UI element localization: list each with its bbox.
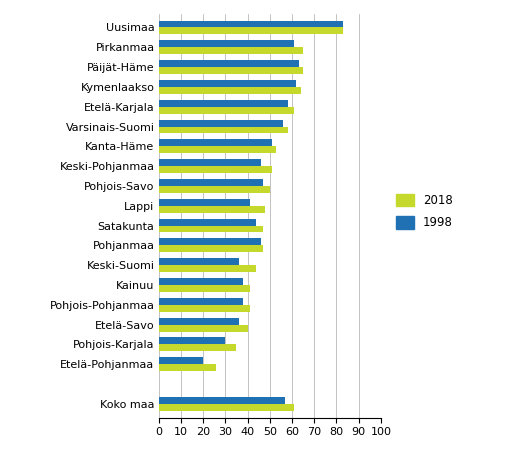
Bar xyxy=(159,206,266,212)
Bar xyxy=(159,87,301,94)
Bar xyxy=(159,278,243,285)
Bar xyxy=(159,219,257,226)
Bar xyxy=(159,318,239,325)
Bar xyxy=(159,238,261,245)
Bar xyxy=(159,258,239,265)
Bar xyxy=(159,337,225,345)
Bar xyxy=(159,119,283,127)
Bar xyxy=(159,364,216,371)
Bar xyxy=(159,345,236,351)
Bar xyxy=(159,127,288,133)
Legend: 2018, 1998: 2018, 1998 xyxy=(391,189,458,234)
Bar xyxy=(159,245,263,252)
Bar xyxy=(159,298,243,305)
Bar xyxy=(159,159,261,166)
Bar xyxy=(159,166,272,173)
Bar xyxy=(159,305,250,312)
Bar xyxy=(159,40,294,47)
Bar xyxy=(159,404,294,411)
Bar xyxy=(159,20,343,28)
Bar xyxy=(159,28,343,35)
Bar xyxy=(159,67,303,74)
Bar xyxy=(159,100,288,107)
Bar xyxy=(159,179,263,186)
Bar xyxy=(159,199,250,206)
Bar xyxy=(159,107,294,114)
Bar xyxy=(159,265,257,272)
Bar xyxy=(159,397,285,404)
Bar xyxy=(159,60,299,67)
Bar xyxy=(159,80,296,87)
Bar xyxy=(159,47,303,54)
Bar xyxy=(159,357,203,364)
Bar xyxy=(159,226,263,232)
Bar xyxy=(159,285,250,292)
Bar xyxy=(159,139,272,146)
Bar xyxy=(159,325,248,331)
Bar xyxy=(159,146,277,153)
Bar xyxy=(159,186,270,193)
